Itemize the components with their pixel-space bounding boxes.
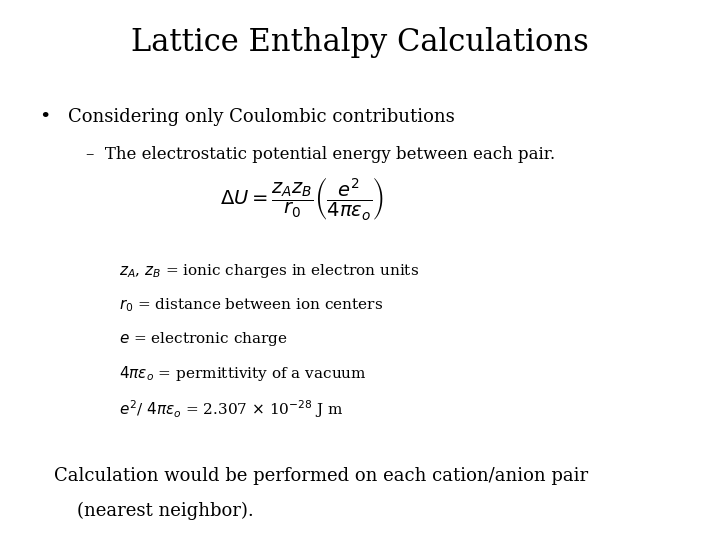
Text: $r_0$ = distance between ion centers: $r_0$ = distance between ion centers bbox=[119, 296, 383, 314]
Text: $e^2$/ $4\pi\varepsilon_o$ = 2.307 $\times$ 10$^{-28}$ J m: $e^2$/ $4\pi\varepsilon_o$ = 2.307 $\tim… bbox=[119, 398, 343, 420]
Text: $e$ = electronic charge: $e$ = electronic charge bbox=[119, 330, 287, 348]
Text: (nearest neighbor).: (nearest neighbor). bbox=[54, 502, 253, 521]
Text: Calculation would be performed on each cation/anion pair: Calculation would be performed on each c… bbox=[54, 467, 588, 485]
Text: Lattice Enthalpy Calculations: Lattice Enthalpy Calculations bbox=[131, 27, 589, 58]
Text: $\Delta U = \dfrac{z_A z_B}{r_0}\left(\dfrac{e^2}{4\pi\varepsilon_o}\right)$: $\Delta U = \dfrac{z_A z_B}{r_0}\left(\d… bbox=[220, 176, 384, 222]
Text: $4\pi\varepsilon_o$ = permittivity of a vacuum: $4\pi\varepsilon_o$ = permittivity of a … bbox=[119, 364, 366, 383]
Text: –  The electrostatic potential energy between each pair.: – The electrostatic potential energy bet… bbox=[86, 146, 556, 163]
Text: Considering only Coulombic contributions: Considering only Coulombic contributions bbox=[68, 108, 455, 126]
Text: $z_A$, $z_B$ = ionic charges in electron units: $z_A$, $z_B$ = ionic charges in electron… bbox=[119, 262, 419, 280]
Text: •: • bbox=[40, 108, 51, 126]
